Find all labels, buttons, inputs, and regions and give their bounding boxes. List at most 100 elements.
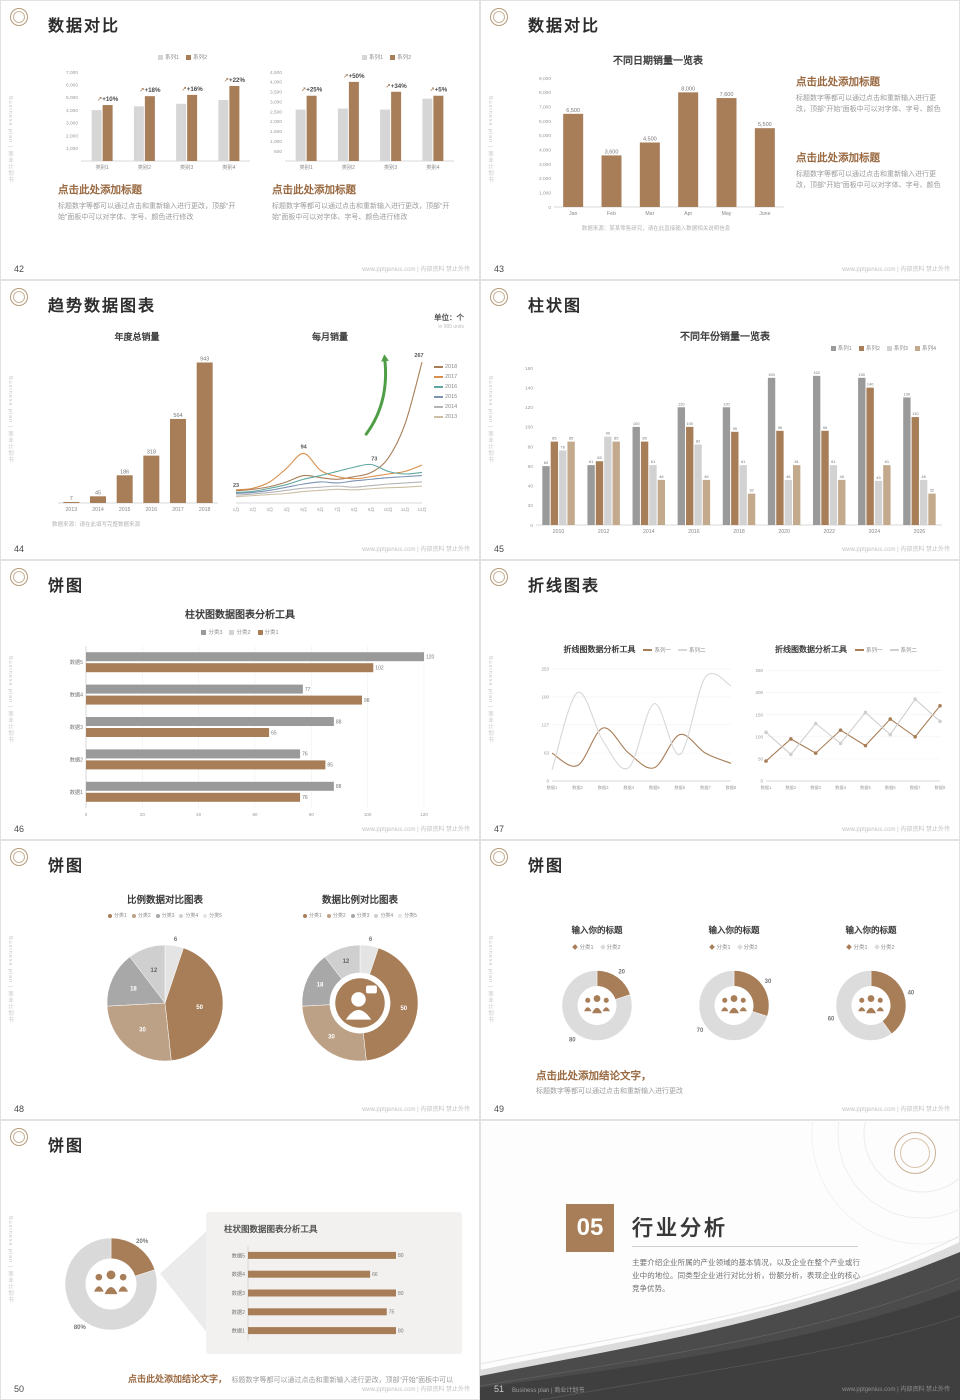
slide-46[interactable]: Business plan | 商业计划书 饼图 柱状图数据图表分析工具 分类3… [0,560,480,840]
slide-title: 饼图 [48,858,85,875]
footer-watermark: www.pptgenius.com | 内部资料 禁止外传 [362,267,470,273]
block-body: 标题数字等都可以通过点击和重新输入进行更改，顶部“开始”面板中可以对字体、字号、… [796,171,941,189]
svg-text:类别1: 类别1 [299,163,312,171]
chart-title: 折线图数据分析工具 [563,645,636,654]
svg-text:20%: 20% [136,1239,149,1245]
block-body: 标题数字等都可以通过点击和重新输入进行更改，顶部“开始”面板中可以对字体、字号、… [272,203,450,221]
page-number: 45 [494,544,505,554]
svg-text:120: 120 [420,812,428,817]
svg-text:80: 80 [569,1037,576,1043]
svg-text:2,000: 2,000 [270,119,282,125]
svg-text:类别4: 类别4 [426,163,439,171]
svg-text:85: 85 [569,436,574,441]
side-label: Business plan | 商业计划书 [7,376,13,464]
svg-text:June: June [759,211,770,217]
svg-text:20: 20 [618,970,625,976]
svg-text:76: 76 [302,752,308,758]
brand-logo-icon [10,568,28,586]
pie-chart: 6 50 30 18 12 [90,928,240,1078]
slide-44[interactable]: Business plan | 商业计划书 趋势数据图表 单位：个 in 900… [0,280,480,560]
side-label: Business plan | 商业计划书 [7,96,13,184]
svg-text:95: 95 [733,426,738,431]
svg-text:7: 7 [70,496,73,502]
svg-text:60: 60 [252,812,258,817]
svg-text:2015: 2015 [119,507,131,513]
svg-text:2013: 2013 [66,507,78,513]
svg-text:94: 94 [301,444,308,450]
svg-text:88: 88 [336,784,342,790]
svg-text:3,000: 3,000 [270,99,282,105]
chart-legend: 系列一 系列二 [643,646,706,654]
svg-text:80: 80 [398,1253,404,1259]
side-label: Business plan | 商业计划书 [7,936,13,1024]
brand-seal-icon [894,1132,936,1174]
svg-text:↗+34%: ↗+34% [386,83,408,90]
svg-text:61: 61 [885,459,890,464]
slide-51[interactable]: 05 行业分析 主要介绍企业所属的产业领域的基本情况，以及企业在整个产业或行业中… [480,1120,960,1400]
svg-text:2014: 2014 [643,529,655,535]
donut-chart: 20 80 [552,958,642,1053]
svg-text:类别4: 类别4 [222,163,235,171]
svg-text:3,000: 3,000 [66,121,78,127]
svg-text:120: 120 [525,405,533,411]
section-background-art [480,1120,960,1400]
chart-legend: 分类3 分类2 分类1 [140,628,340,636]
svg-text:30: 30 [139,1028,146,1034]
svg-text:0: 0 [546,779,549,784]
slide-50[interactable]: Business plan | 商业计划书 饼图 20% 80% 柱状图数据图表分… [0,1120,480,1400]
slide-47[interactable]: Business plan | 商业计划书 折线图表 折线图数据分析工具 系列一… [480,560,960,840]
svg-text:数据2: 数据2 [232,1308,245,1316]
svg-text:30: 30 [765,979,772,985]
svg-text:5,500: 5,500 [758,122,772,128]
svg-text:3月: 3月 [267,507,274,513]
svg-text:77: 77 [305,687,311,693]
annual-bar-chart: 2013 7 2014 45 2015 186 2016 318 2017 564 2018 943 [50,342,222,514]
svg-text:12: 12 [151,968,158,974]
svg-text:32: 32 [749,488,754,493]
svg-text:110: 110 [912,411,919,416]
slide-45[interactable]: Business plan | 商业计划书 柱状图 不同年份销量一览表 系列1 系… [480,280,960,560]
svg-text:3,500: 3,500 [270,90,282,96]
svg-text:数据1: 数据1 [761,784,772,791]
svg-text:3,000: 3,000 [539,162,551,168]
footer-watermark: www.pptgenius.com | 内部资料 禁止外传 [842,827,950,833]
svg-text:类别1: 类别1 [95,163,108,171]
svg-text:8,000: 8,000 [681,86,695,92]
svg-text:数据4: 数据4 [70,691,83,699]
page-number: 44 [14,544,25,554]
chart-legend: 系列1 系列2 [362,53,411,61]
svg-text:65: 65 [271,730,277,736]
chart-title: 比例数据对比图表 [126,895,203,906]
svg-text:4,000: 4,000 [539,147,551,153]
slide-42[interactable]: Business plan | 商业计划书 数据对比 系列1 系列2 系列1 系列2… [0,0,480,280]
svg-text:5,000: 5,000 [66,95,78,101]
svg-text:数据4: 数据4 [232,1270,245,1278]
footer-watermark: www.pptgenius.com | 内部资料 禁止外传 [362,1107,470,1113]
svg-text:200: 200 [755,690,763,695]
block-body: 标题数字等都可以通过点击和重新输入进行更改，顶部“开始”面板中可以对字体、字号、… [796,95,941,113]
svg-text:100: 100 [525,425,533,431]
monthly-line-chart: 1月 2月 3月 4月 5月 6月 7月 8月 9月 10月 11月 12月 23 94 73 267 [228,342,428,514]
analysis-panel: 柱状图数据图表分析工具 数据5 80 数据4 66 数据3 80 数据2 75 数据1 80 [206,1212,462,1354]
chart-title: 不同日期销量一览表 [613,56,703,67]
svg-text:50: 50 [400,1006,407,1012]
slide-48[interactable]: Business plan | 商业计划书 饼图 比例数据对比图表 分类1 分类2… [0,840,480,1120]
chart-legend: 系列一 系列二 [854,646,917,654]
brand-logo-icon [490,8,508,26]
slide-43[interactable]: Business plan | 商业计划书 数据对比 不同日期销量一览表 0 1,… [480,0,960,280]
chart-title: 输入你的标题 [845,925,897,935]
page-number: 42 [14,264,25,274]
svg-text:160: 160 [525,366,533,372]
side-label: Business plan | 商业计划书 [487,376,493,464]
svg-text:1,000: 1,000 [270,139,282,145]
svg-text:61: 61 [741,459,746,464]
unit-text: 单位：个 [434,313,464,322]
svg-text:90: 90 [606,431,611,436]
svg-text:76: 76 [561,444,566,449]
svg-text:253: 253 [541,667,549,672]
slide-49[interactable]: Business plan | 商业计划书 饼图 输入你的标题 分类1 分类2 2… [480,840,960,1120]
svg-text:32: 32 [930,488,935,493]
slide-footer: 51 Business plan | 商业计划书 [494,1384,584,1394]
svg-text:↗+5%: ↗+5% [430,87,448,94]
conclusion-text: 点击此处添加结论文字， 标题数字等都可以通过点击和重新输入进行更改，顶部“开始”… [128,1366,458,1400]
